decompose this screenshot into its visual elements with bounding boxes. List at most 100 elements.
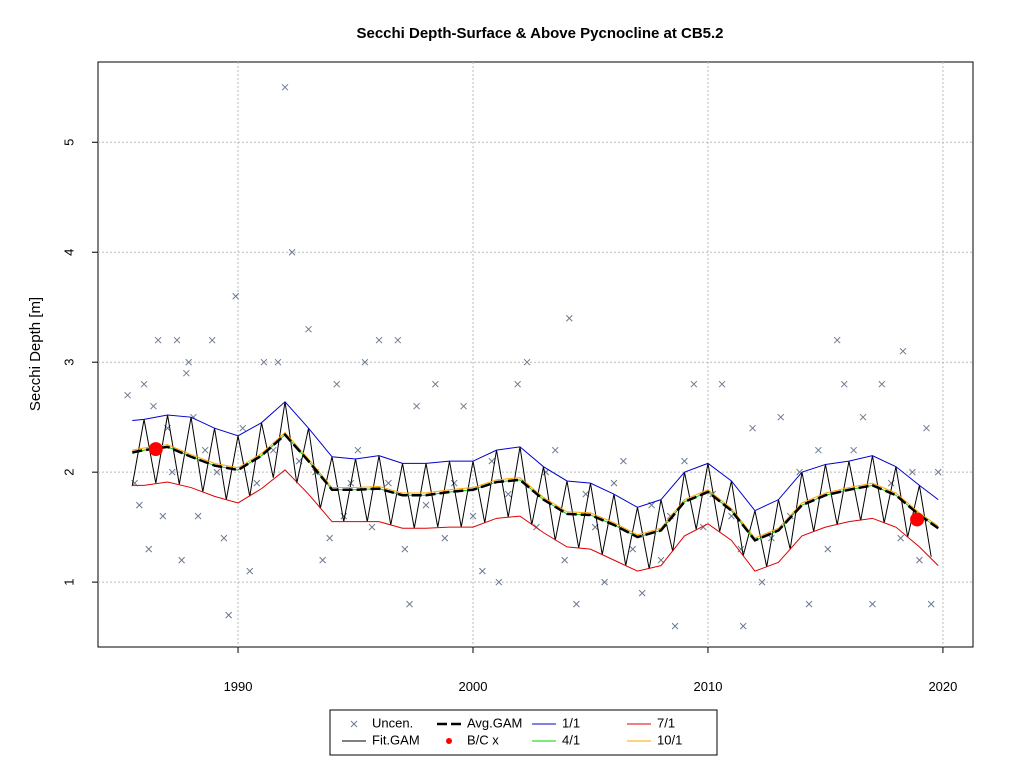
data-point [504, 490, 512, 498]
data-point [777, 413, 785, 421]
data-point [159, 512, 167, 520]
data-point [401, 545, 409, 553]
x-stroke [610, 479, 618, 487]
x-stroke [460, 402, 467, 410]
data-point [824, 545, 832, 553]
x-stroke [869, 600, 876, 608]
x-stroke [899, 347, 907, 355]
x-stroke [551, 446, 559, 454]
x-stroke [709, 490, 717, 498]
y-tick-label: 3 [61, 359, 76, 366]
bc-point [148, 442, 163, 457]
data-point [495, 578, 503, 586]
data-point [413, 402, 420, 410]
x-stroke [739, 622, 747, 630]
data-point [333, 380, 341, 388]
data-point [385, 479, 392, 487]
x-stroke [671, 622, 679, 630]
x-stroke [333, 380, 341, 388]
data-point [232, 292, 240, 300]
x-stroke [140, 380, 148, 388]
data-point [739, 622, 747, 630]
x-stroke [565, 314, 573, 322]
x-stroke [406, 600, 413, 608]
data-point [815, 446, 822, 454]
series-line [132, 401, 939, 512]
data-point [135, 501, 143, 509]
plot-frame [97, 61, 974, 648]
x-stroke [422, 501, 430, 509]
y-tick-label: 5 [61, 139, 76, 146]
data-point [514, 380, 521, 388]
data-point [899, 347, 907, 355]
x-stroke [737, 545, 745, 553]
x-stroke [479, 567, 486, 575]
data-point [368, 523, 376, 531]
data-point [450, 479, 458, 487]
data-point [260, 358, 268, 366]
y-tick-label: 1 [61, 579, 76, 586]
data-point [565, 314, 573, 322]
x-stroke [573, 600, 580, 608]
y-tick-label: 2 [61, 469, 76, 476]
data-point [749, 424, 756, 432]
data-point [208, 336, 216, 344]
x-stroke [213, 468, 221, 476]
bc-point [910, 512, 925, 527]
x-stroke [385, 479, 392, 487]
x-stroke [916, 556, 923, 564]
x-stroke [824, 545, 832, 553]
x-stroke [648, 501, 655, 509]
data-point [758, 578, 766, 586]
x-stroke [681, 457, 688, 465]
data-point [326, 534, 334, 542]
x-tick-label: 2010 [694, 679, 723, 694]
data-point [869, 600, 876, 608]
x-stroke [173, 336, 181, 344]
x-stroke [850, 446, 857, 454]
legend-label: B/C x [467, 732, 499, 747]
x-stroke [201, 446, 209, 454]
x-tick-label: 2000 [459, 679, 488, 694]
x-stroke [135, 501, 143, 509]
data-point [154, 336, 162, 344]
data-point [629, 545, 637, 553]
data-point [305, 325, 312, 333]
data-point [460, 402, 467, 410]
x-stroke [295, 457, 303, 465]
data-point [573, 600, 580, 608]
legend-label: Uncen. [372, 715, 413, 730]
legend-label: 4/1 [562, 732, 580, 747]
x-stroke [718, 380, 726, 388]
x-stroke [601, 578, 608, 586]
x-stroke [305, 325, 312, 333]
data-point [406, 600, 413, 608]
data-point [561, 556, 568, 564]
data-point [150, 402, 157, 410]
data-point [422, 501, 430, 509]
x-stroke [274, 358, 282, 366]
x-stroke [340, 512, 348, 520]
x-stroke [159, 512, 167, 520]
x-stroke [394, 336, 402, 344]
x-stroke [145, 545, 153, 553]
x-stroke [185, 358, 193, 366]
data-point [375, 336, 383, 344]
data-point [173, 336, 181, 344]
x-stroke [488, 457, 496, 465]
series-line [132, 433, 939, 542]
x-stroke [523, 358, 531, 366]
data-point [124, 391, 131, 399]
data-point [681, 457, 688, 465]
x-stroke [758, 578, 766, 586]
x-stroke [220, 534, 228, 542]
x-stroke [269, 446, 277, 454]
data-point [182, 369, 190, 377]
x-stroke [413, 402, 420, 410]
x-stroke [150, 402, 157, 410]
data-point [185, 358, 193, 366]
x-stroke [934, 468, 942, 476]
x-stroke [629, 545, 637, 553]
data-point [288, 248, 296, 256]
